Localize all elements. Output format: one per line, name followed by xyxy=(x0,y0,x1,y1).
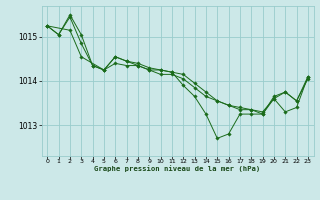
X-axis label: Graphe pression niveau de la mer (hPa): Graphe pression niveau de la mer (hPa) xyxy=(94,165,261,172)
